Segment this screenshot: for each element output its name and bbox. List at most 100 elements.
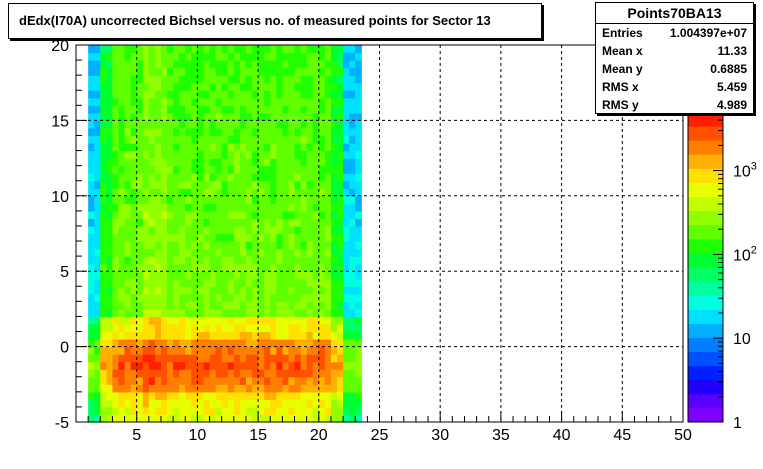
heatmap-cell (258, 67, 265, 76)
heatmap-cell (343, 241, 350, 250)
heatmap-cell (167, 90, 174, 99)
heatmap-cell (245, 75, 253, 84)
heatmap-cell (142, 331, 150, 340)
heatmap-cell (221, 233, 229, 242)
heatmap-cell (173, 391, 180, 400)
heatmap-cell (245, 241, 253, 250)
heatmap-cell (318, 248, 326, 257)
heatmap-cell (130, 82, 138, 91)
heatmap-cell (349, 203, 356, 212)
heatmap-cell (233, 180, 241, 189)
heatmap-cell (330, 173, 338, 182)
heatmap-cell (300, 67, 308, 76)
heatmap-cell (209, 391, 217, 400)
heatmap-cell (88, 60, 95, 69)
heatmap-cell (349, 406, 356, 416)
heatmap-cell (221, 241, 229, 250)
heatmap-cell (118, 331, 126, 340)
heatmap-cell (245, 361, 253, 370)
heatmap-cell (349, 218, 356, 227)
heatmap-cell (239, 316, 247, 325)
heatmap-cell (167, 75, 174, 84)
heatmap-cell (270, 406, 277, 416)
heatmap-cell (221, 354, 229, 363)
heatmap-cell (288, 248, 296, 257)
heatmap-cell (318, 263, 326, 272)
heatmap-cell (179, 143, 186, 152)
heatmap-cell (185, 391, 192, 400)
heatmap-cell (227, 391, 235, 400)
heatmap-cell (276, 376, 283, 385)
heatmap-cell (154, 150, 162, 159)
heatmap-cell (118, 354, 126, 363)
heatmap-cell (343, 256, 350, 265)
heatmap-cell (203, 384, 211, 393)
heatmap-cell (142, 278, 150, 287)
heatmap-cell (106, 271, 114, 280)
heatmap-cell (337, 339, 344, 348)
heatmap-cell (349, 45, 356, 54)
heatmap-cell (88, 286, 95, 295)
heatmap-cell (203, 339, 211, 348)
heatmap-cell (130, 346, 138, 355)
heatmap-cell (100, 263, 107, 272)
heatmap-cell (324, 188, 332, 197)
heatmap-cell (148, 173, 156, 182)
heatmap-cell (112, 75, 120, 84)
heatmap-cell (239, 308, 247, 318)
heatmap-cell (349, 263, 356, 272)
heatmap-cell (330, 60, 338, 69)
heatmap-cell (294, 173, 302, 182)
color-scale-band (688, 365, 723, 381)
heatmap-cell (270, 339, 277, 348)
heatmap-cell (282, 52, 290, 61)
heatmap-cell (245, 90, 253, 99)
heatmap-cell (112, 308, 120, 318)
heatmap-cell (264, 331, 271, 340)
heatmap-cell (209, 339, 217, 348)
heatmap-cell (148, 263, 156, 272)
heatmap-cell (148, 248, 156, 257)
heatmap-cell (154, 120, 162, 129)
heatmap-cell (100, 233, 107, 242)
heatmap-cell (197, 256, 205, 265)
heatmap-cell (270, 135, 277, 144)
color-scale-band (688, 182, 723, 198)
heatmap-cell (245, 203, 253, 212)
heatmap-cell (94, 399, 101, 408)
heatmap-cell (94, 143, 101, 152)
heatmap-cell (355, 180, 362, 189)
heatmap-cell (179, 241, 186, 250)
heatmap-cell (324, 256, 332, 265)
heatmap-cell (324, 293, 332, 302)
heatmap-cell (209, 67, 217, 76)
heatmap-cell (215, 120, 223, 129)
heatmap-cell (94, 323, 101, 333)
color-scale-band (688, 295, 723, 310)
heatmap-cell (185, 241, 192, 250)
heatmap-cell (288, 339, 296, 348)
heatmap-cell (179, 112, 186, 121)
heatmap-cell (215, 361, 223, 370)
heatmap-cell (179, 180, 186, 189)
heatmap-cell (88, 165, 95, 174)
heatmap-cell (185, 120, 192, 129)
heatmap-cell (306, 406, 314, 416)
heatmap-cell (318, 308, 326, 318)
heatmap-cell (167, 263, 174, 272)
x-tick-label: 5 (132, 427, 141, 444)
heatmap-cell (118, 233, 126, 242)
heatmap-cell (203, 369, 211, 378)
heatmap-cell (245, 263, 253, 272)
heatmap-cell (160, 406, 168, 416)
heatmap-cell (276, 256, 283, 265)
heatmap-cell (221, 384, 229, 393)
heatmap-cell (245, 323, 253, 333)
heatmap-cell (100, 248, 107, 257)
heatmap-cell (215, 180, 223, 189)
heatmap-cell (282, 195, 290, 204)
heatmap-cell (94, 376, 101, 385)
heatmap-cell (318, 52, 326, 61)
heatmap-cell (124, 67, 132, 76)
heatmap-cell (318, 225, 326, 235)
